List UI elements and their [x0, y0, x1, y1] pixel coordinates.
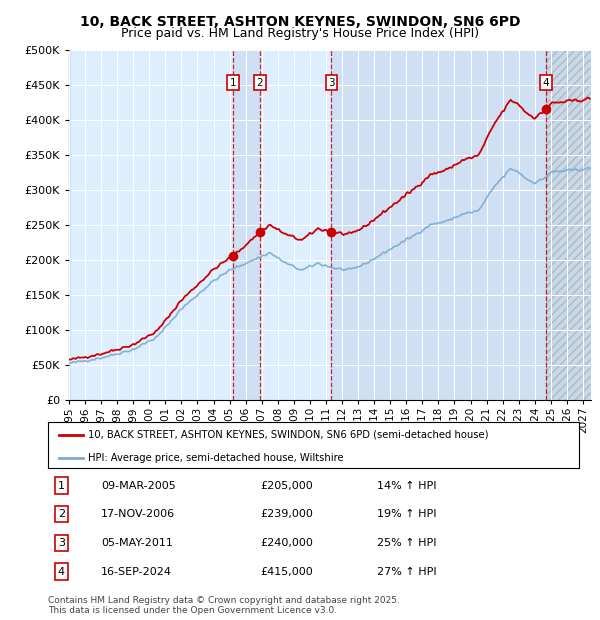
Text: 3: 3 [328, 78, 335, 88]
Text: Contains HM Land Registry data © Crown copyright and database right 2025.
This d: Contains HM Land Registry data © Crown c… [48, 596, 400, 615]
Text: 1: 1 [58, 480, 65, 490]
Text: 2: 2 [256, 78, 263, 88]
Bar [331, 50, 546, 400]
Text: HPI: Average price, semi-detached house, Wiltshire: HPI: Average price, semi-detached house,… [88, 453, 343, 463]
Text: £205,000: £205,000 [260, 480, 313, 490]
Text: £415,000: £415,000 [260, 567, 313, 577]
Text: 19% ↑ HPI: 19% ↑ HPI [377, 509, 437, 519]
Text: 14% ↑ HPI: 14% ↑ HPI [377, 480, 437, 490]
Text: 1: 1 [229, 78, 236, 88]
Text: 4: 4 [58, 567, 65, 577]
Text: 05-MAY-2011: 05-MAY-2011 [101, 538, 173, 548]
Text: £239,000: £239,000 [260, 509, 313, 519]
Bar [546, 50, 591, 400]
Text: 3: 3 [58, 538, 65, 548]
Text: 27% ↑ HPI: 27% ↑ HPI [377, 567, 437, 577]
Text: 16-SEP-2024: 16-SEP-2024 [101, 567, 172, 577]
Text: 4: 4 [543, 78, 550, 88]
Text: 17-NOV-2006: 17-NOV-2006 [101, 509, 175, 519]
Text: 10, BACK STREET, ASHTON KEYNES, SWINDON, SN6 6PD: 10, BACK STREET, ASHTON KEYNES, SWINDON,… [80, 16, 520, 30]
Text: 09-MAR-2005: 09-MAR-2005 [101, 480, 176, 490]
Text: 25% ↑ HPI: 25% ↑ HPI [377, 538, 437, 548]
Bar [546, 50, 591, 400]
Text: 2: 2 [58, 509, 65, 519]
Text: £240,000: £240,000 [260, 538, 313, 548]
Bar [233, 50, 260, 400]
Text: 10, BACK STREET, ASHTON KEYNES, SWINDON, SN6 6PD (semi-detached house): 10, BACK STREET, ASHTON KEYNES, SWINDON,… [88, 430, 488, 440]
Text: Price paid vs. HM Land Registry's House Price Index (HPI): Price paid vs. HM Land Registry's House … [121, 27, 479, 40]
